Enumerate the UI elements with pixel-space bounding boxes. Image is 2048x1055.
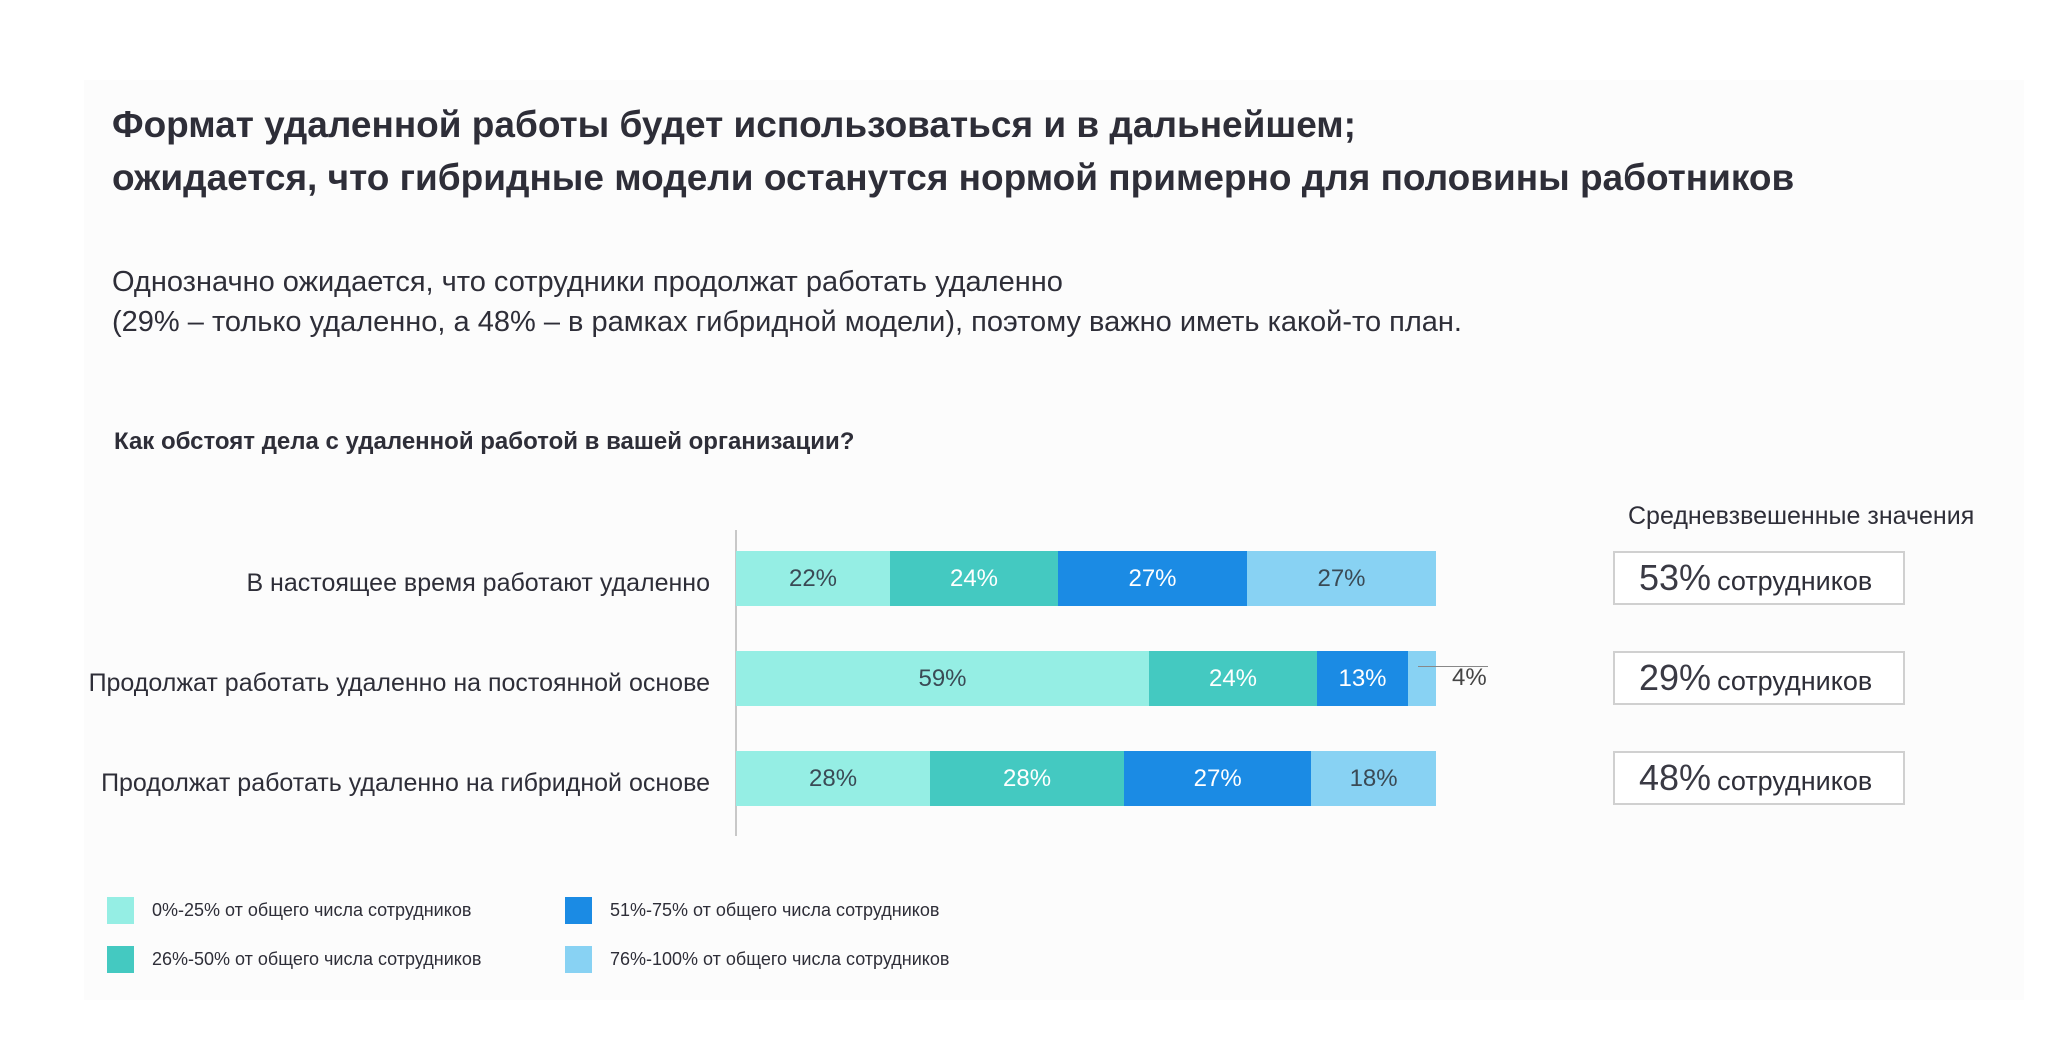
bar-segment: 18%	[1311, 751, 1436, 806]
average-value: 29%	[1639, 657, 1712, 698]
average-unit: сотрудников	[1717, 665, 1873, 696]
bar-segment	[1408, 651, 1436, 706]
bar-segment: 24%	[890, 551, 1058, 606]
data-label: 27%	[1317, 564, 1366, 592]
legend-label: 76%-100% от общего числа сотрудников	[610, 949, 950, 969]
bar-segment: 27%	[1124, 751, 1312, 806]
subtitle: Однозначно ожидается, что сотрудники про…	[112, 262, 2012, 342]
category-label: Продолжат работать удаленно на гибридной…	[101, 769, 710, 797]
legend-swatch	[565, 897, 592, 924]
average-unit: сотрудников	[1717, 565, 1873, 596]
bar-segment: 59%	[736, 651, 1149, 706]
average-value: 53%	[1639, 557, 1712, 598]
average-box: 29% сотрудников	[1613, 651, 1905, 705]
category-label: Продолжат работать удаленно на постоянно…	[88, 669, 710, 697]
chart-question: Как обстоят дела с удаленной работой в в…	[114, 428, 855, 455]
category-label: В настоящее время работают удаленно	[246, 569, 710, 597]
data-label: 24%	[1208, 664, 1258, 692]
data-label: 27%	[1193, 764, 1242, 792]
bar-segment: 27%	[1058, 551, 1247, 606]
bar-segment: 13%	[1317, 651, 1408, 706]
data-label: 24%	[949, 564, 999, 592]
legend-label: 0%-25% от общего числа сотрудников	[152, 900, 472, 920]
title-line: Формат удаленной работы будет использова…	[112, 104, 1356, 145]
subtitle-line: Однозначно ожидается, что сотрудники про…	[112, 266, 1063, 298]
bar-segment: 28%	[736, 751, 931, 806]
averages-header: Средневзвешенные значения	[1628, 502, 1975, 530]
legend-swatch	[107, 946, 134, 973]
title-line: ожидается, что гибридные модели останутс…	[112, 157, 1795, 198]
average-value: 48%	[1639, 757, 1712, 798]
data-label: 28%	[1003, 764, 1052, 792]
data-label: 4%	[1452, 664, 1487, 691]
bar-segment: 27%	[1247, 551, 1436, 606]
data-label: 22%	[788, 564, 838, 592]
average-box: 53% сотрудников	[1613, 551, 1905, 605]
background-panel	[84, 80, 2024, 1000]
data-label: 59%	[918, 664, 967, 692]
data-label: 18%	[1349, 764, 1398, 792]
legend-swatch	[107, 897, 134, 924]
subtitle-line: (29% – только удаленно, а 48% – в рамках…	[112, 306, 1462, 338]
legend-swatch	[565, 946, 592, 973]
bar-segment: 28%	[930, 751, 1125, 806]
legend-item: 0%-25% от общего числа сотрудников	[107, 897, 471, 924]
average-unit: сотрудников	[1717, 765, 1873, 796]
legend-label: 51%-75% от общего числа сотрудников	[610, 900, 940, 920]
data-label: 27%	[1128, 564, 1177, 592]
leader-line	[1418, 666, 1488, 667]
legend-item: 51%-75% от общего числа сотрудников	[565, 897, 939, 924]
data-label: 28%	[809, 764, 858, 792]
legend-label: 26%-50% от общего числа сотрудников	[152, 949, 482, 969]
bar-segment: 22%	[736, 551, 890, 606]
average-box: 48% сотрудников	[1613, 751, 1905, 805]
bar-segment: 24%	[1149, 651, 1317, 706]
data-label: 13%	[1338, 664, 1387, 692]
page-title: Формат удаленной работы будет использова…	[112, 98, 2022, 204]
legend-item: 26%-50% от общего числа сотрудников	[107, 946, 481, 973]
legend-item: 76%-100% от общего числа сотрудников	[565, 946, 949, 973]
